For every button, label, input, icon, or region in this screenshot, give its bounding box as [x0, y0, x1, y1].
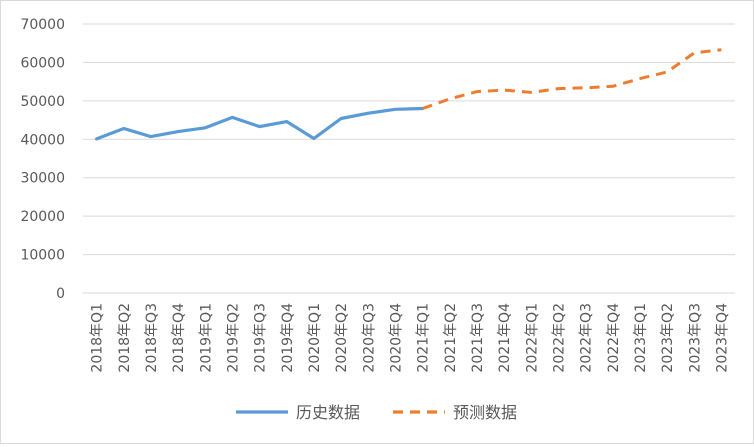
- x-tick-label: 2023年Q2: [660, 303, 676, 373]
- y-axis-tick-labels: 0 10000 20000 30000 40000 50000 60000 70000: [20, 17, 65, 302]
- x-tick-label: 2021年Q2: [443, 303, 459, 373]
- y-tick-label: 40000: [20, 132, 65, 148]
- series-line-1: [94, 106, 425, 141]
- x-tick-label: 2020年Q2: [334, 303, 350, 373]
- x-tick-label: 2022年Q4: [606, 303, 622, 373]
- y-tick-label: 30000: [20, 171, 65, 187]
- y-tick-label: 70000: [20, 17, 65, 33]
- legend-label-2: 预测数据: [453, 403, 517, 422]
- x-tick-label: 2022年Q3: [579, 303, 595, 373]
- x-tick-label: 2022年Q2: [551, 303, 567, 373]
- x-tick-label: 2023年Q1: [633, 303, 649, 373]
- x-tick-label: 2019年Q2: [225, 303, 241, 373]
- gridlines: [83, 23, 735, 294]
- x-tick-label: 2020年Q4: [388, 303, 404, 373]
- x-tick-label: 2018年Q3: [144, 303, 160, 373]
- x-tick-label: 2023年Q4: [714, 303, 730, 373]
- x-tick-label: 2020年Q1: [307, 303, 323, 373]
- y-tick-label: 20000: [20, 209, 65, 225]
- x-tick-label: 2018年Q4: [171, 303, 187, 373]
- x-tick-label: 2019年Q1: [198, 303, 214, 373]
- x-tick-label: 2020年Q3: [361, 303, 377, 373]
- x-tick-label: 2018年Q2: [117, 303, 133, 373]
- x-tick-label: 2023年Q3: [687, 303, 703, 373]
- x-tick-label: 2019年Q4: [280, 303, 296, 373]
- x-tick-label: 2022年Q1: [524, 303, 540, 373]
- y-tick-label: 50000: [20, 94, 65, 110]
- legend: 历史数据 预测数据: [236, 403, 517, 422]
- x-axis-tick-labels: 2018年Q1 2018年Q2 2018年Q3 2018年Q4 2019年Q1 2019年…: [90, 303, 731, 373]
- y-tick-label: 0: [56, 286, 65, 302]
- x-tick-label: 2019年Q3: [253, 303, 269, 373]
- legend-label-1: 历史数据: [296, 403, 360, 422]
- series-line-2: [422, 48, 722, 110]
- x-tick-label: 2021年Q4: [497, 303, 513, 373]
- x-tick-label: 2021年Q3: [470, 303, 486, 373]
- x-tick-label: 2021年Q1: [416, 303, 432, 373]
- x-tick-label: 2018年Q1: [90, 303, 106, 373]
- y-tick-label: 60000: [20, 55, 65, 71]
- y-tick-label: 10000: [20, 248, 65, 264]
- series-lines: [94, 48, 722, 141]
